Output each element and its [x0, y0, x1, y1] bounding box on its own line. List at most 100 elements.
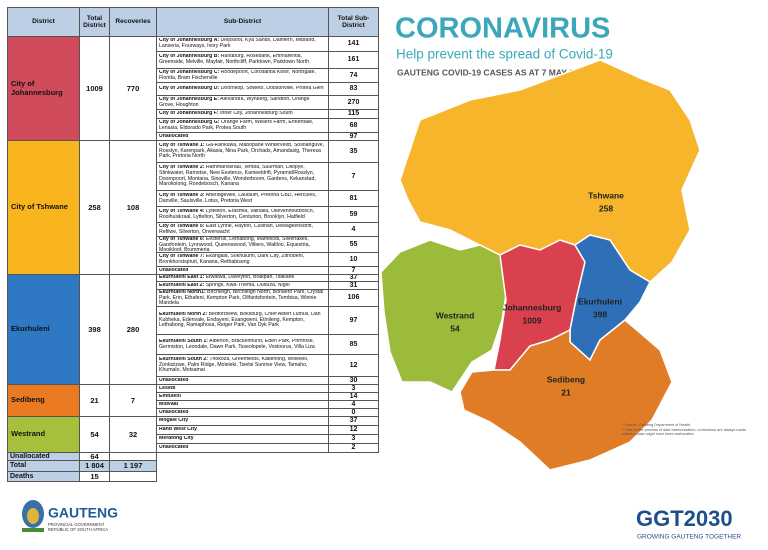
notes: * Source: Gauteng Department of Health **…: [622, 423, 752, 437]
subdistrict-total: 37: [328, 274, 379, 282]
subdistrict-cell: Ekurhuleni South 2: Thokoza, Greenfields…: [156, 354, 329, 377]
footer-blank: [329, 453, 379, 461]
footer-row: Unallocated 64: [7, 452, 379, 461]
region-value: 21: [561, 387, 571, 397]
cases-table: District Total District Recoveries Sub-Dist…: [7, 7, 379, 482]
subdistrict-total: 85: [328, 334, 379, 355]
subdistrict-text: Unallocated: [159, 134, 326, 140]
region-name: Ekurhuleni: [578, 296, 622, 306]
subdistrict-areas: Ekangala, Sokhulumi, Dark City, Zithoben…: [159, 253, 305, 265]
footer-blank: [157, 453, 329, 461]
subdistrict-cell: City of Tshwane 6: Eesterus, Lethabong, …: [156, 236, 329, 253]
subdistrict-name: Rand West City: [159, 427, 197, 433]
subdistrict-name: Lesedi: [159, 385, 176, 391]
region-name: Tshwane: [588, 190, 624, 200]
footer-total: 1 804: [79, 460, 110, 472]
subdistrict-total: 97: [328, 306, 379, 335]
subdistrict-cell: Ekurhuleni East 2: Springs, Kwa-Thema, D…: [156, 281, 329, 290]
region-value: 54: [450, 323, 460, 333]
subdistrict-text: Unallocated: [159, 445, 326, 451]
subdistrict-text: Mogale City: [159, 418, 326, 424]
column-header: Sub-District: [156, 7, 329, 37]
subdistrict-text: City of Johannesburg D: Doornkop, Soweto…: [159, 86, 326, 92]
subdistrict-row: Ekurhuleni South 2: Thokoza, Greenfields…: [8, 354, 379, 377]
subdistrict-cell: City of Tshwane 4: Lyttelton, Erasmia, V…: [156, 206, 329, 223]
district-total: 54: [79, 416, 110, 453]
subdistrict-text: Merafong City: [159, 436, 326, 442]
subdistrict-cell: City of Tshwane 1: Ga-Rankuwa, Mabopane …: [156, 140, 329, 163]
footer-total: 64: [79, 452, 110, 461]
subdistrict-cell: Ekurhuleni South 1: Alberton, Brackenhur…: [156, 334, 329, 355]
subdistrict-total: 68: [328, 118, 379, 133]
region-name: Sedibeng: [547, 374, 585, 384]
subdistrict-text: City of Johannesburg C: Roodepoort, Cons…: [159, 70, 326, 81]
subdistrict-text: Ekurhuleni South 1: Alberton, Brackenhur…: [159, 339, 326, 350]
subdistrict-areas: East Lynne, Rayton, Cullinan, Dewageensd…: [159, 223, 313, 235]
subdistrict-name: Merafong City: [159, 436, 194, 442]
subdistrict-row: Sedibeng 21 7 Lesedi 3: [7, 384, 379, 417]
subdistrict-row: Ekurhuleni North 2: Bedfordview, Boksbur…: [8, 306, 379, 335]
subdistrict-row: City of Tshwane 6: Eesterus, Lethabong, …: [8, 236, 379, 253]
map-subtitle: Help prevent the spread of Covid-19: [396, 47, 613, 62]
district-name: City of Johannesburg: [7, 36, 80, 141]
gauteng-line: PROVINCIAL GOVERNMENT: [48, 522, 105, 527]
district-total: 1009: [79, 36, 110, 141]
subdistrict-total: 106: [328, 289, 379, 307]
subdistrict-total: 270: [328, 95, 379, 110]
subdistrict-areas: Ga-Rankuwa, Mabopane Winterveldt, Soshan…: [159, 143, 325, 160]
subdistrict-name: City of Johannesburg A:: [159, 38, 220, 44]
footer-label: Unallocated: [7, 452, 80, 461]
subdistrict-areas: Bedfordview, Boksburg, Chief Albert Luth…: [159, 312, 321, 329]
subdistrict-name: City of Johannesburg E:: [159, 96, 219, 102]
subdistrict-total: 31: [328, 281, 379, 290]
subdistrict-text: City of Tshwane 6: Eesterus, Lethabong, …: [159, 237, 326, 252]
gauteng-name: GAUTENG: [48, 505, 118, 521]
subdistrict-text: Rand West City: [159, 427, 326, 433]
subdistrict-areas: Birchleigh, Birchleigh North, Bonaero Pa…: [159, 290, 324, 306]
subdistrict-total: 161: [328, 51, 379, 69]
footer-row: Deaths 15: [7, 471, 379, 482]
footer-label: Deaths: [7, 471, 80, 482]
subdistrict-total: 2: [328, 443, 379, 453]
district-recoveries: 32: [109, 416, 157, 453]
district-recoveries: 280: [109, 274, 157, 385]
header-row: District Total District Recoveries Sub-Dist…: [7, 7, 379, 37]
subdistrict-total: 0: [328, 408, 379, 417]
footer-empty: [109, 452, 157, 461]
footer-blank: [157, 461, 329, 472]
subdistrict-name: Ekurhuleni South 2:: [159, 357, 208, 363]
subdistrict-row: City of Johannesburg E: Alexandra, Wynbe…: [8, 95, 379, 110]
subdistrict-row: City of Johannesburg D: Doornkop, Soweto…: [8, 82, 379, 96]
subdistrict-cell: Merafong City: [156, 434, 329, 444]
subdistrict-cell: Unallocated: [156, 408, 329, 417]
subdistrict-total: 12: [328, 354, 379, 377]
subdistrict-cell: Lesedi: [156, 384, 329, 393]
subdistrict-text: City of Tshwane 2: Hammanskraal, Temba, …: [159, 165, 326, 187]
subdistrict-name: City of Johannesburg G:: [159, 119, 220, 125]
subdistrict-cell: City of Johannesburg C: Roodepoort, Cons…: [156, 68, 329, 83]
subdistrict-areas: Hammanskraal, Temba, Suurman, Dilopye, S…: [159, 165, 316, 188]
subdistrict-total: 30: [328, 376, 379, 385]
subdistrict-total: 4: [328, 400, 379, 409]
region-value: 398: [593, 309, 607, 319]
district-name: Sedibeng: [7, 384, 80, 417]
subdistrict-text: City of Tshwane 3: Atteridgeville, Laudi…: [159, 193, 326, 204]
district-name: Westrand: [7, 416, 80, 453]
subdistrict-cell: Unallocated: [156, 132, 329, 141]
subdistrict-areas: Roodepoort, Constantia Kloof, Northgate,…: [159, 69, 316, 81]
gauteng-crest: [22, 500, 44, 532]
subdistrict-areas: Randburg, Rosebank, Emmarentia, Greensid…: [159, 54, 310, 65]
subdistrict-text: City of Johannesburg B: Randburg, Roseba…: [159, 54, 326, 65]
subdistrict-name: City of Johannesburg C:: [159, 69, 220, 75]
subdistrict-total: 141: [328, 36, 379, 52]
subdistrict-areas: Eesterus, Lethabong, Mamelodi, Silvertak…: [159, 237, 310, 252]
subdistrict-total: 7: [328, 162, 379, 191]
subdistrict-text: City of Johannesburg G: Orange Farm, Wei…: [159, 120, 326, 131]
subdistrict-total: 7: [328, 266, 379, 275]
subdistrict-text: Midvaal: [159, 402, 326, 408]
ggt-name: GGT2030: [636, 506, 733, 531]
subdistrict-total: 12: [328, 425, 379, 435]
subdistrict-cell: Unallocated: [156, 376, 329, 385]
subdistrict-text: City of Tshwane 7: Ekangala, Sokhulumi, …: [159, 254, 326, 265]
map-region: [459, 319, 673, 471]
